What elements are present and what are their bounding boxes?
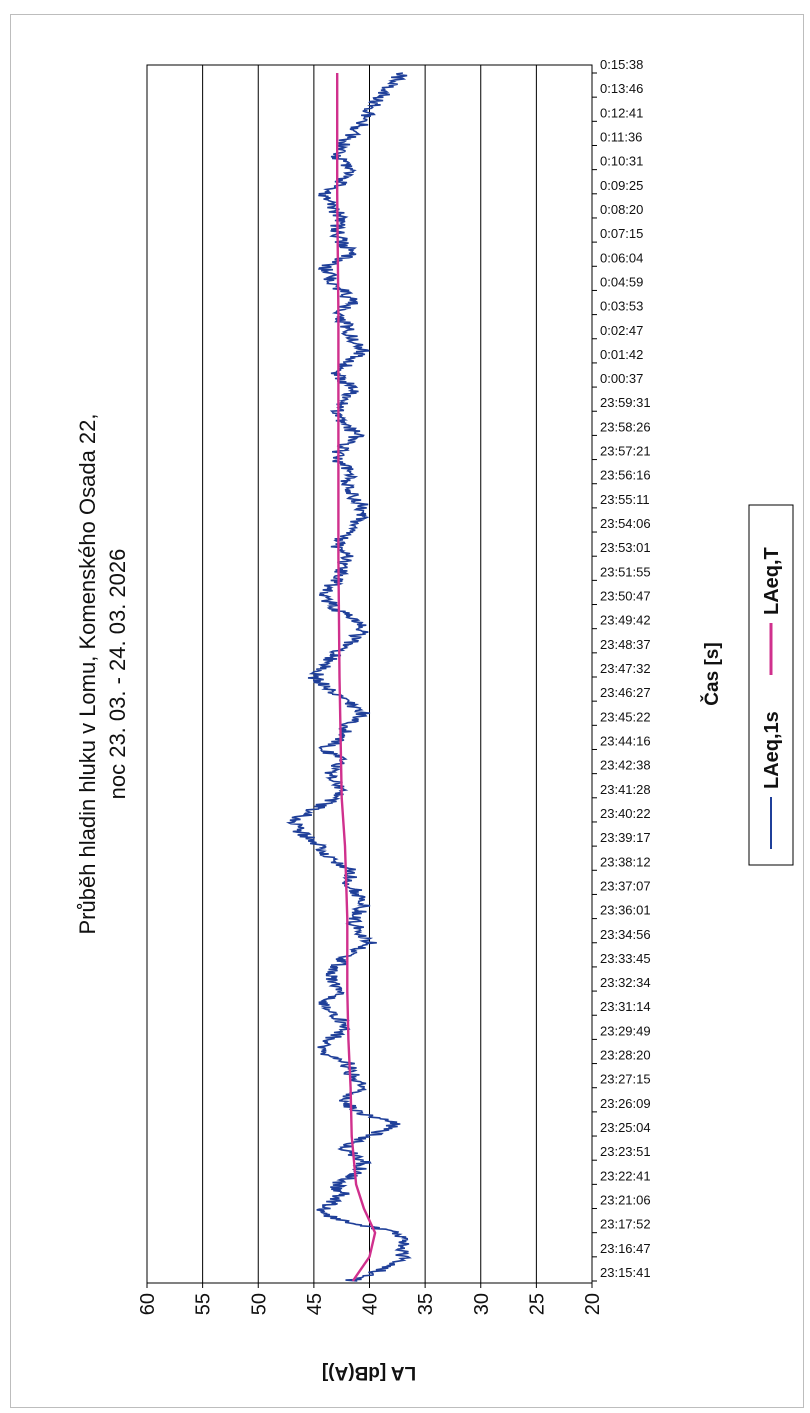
x-tick-label: 0:07:15 (600, 226, 643, 241)
y-tick-label: 25 (526, 1293, 548, 1315)
x-tick-label: 23:50:47 (600, 589, 651, 604)
x-tick-label: 23:33:45 (600, 951, 651, 966)
x-tick-label: 23:36:01 (600, 903, 651, 918)
x-tick-label: 23:16:47 (600, 1241, 651, 1256)
y-tick-label: 20 (582, 1293, 604, 1315)
y-axis-label: LA [dB(A)] (322, 1362, 416, 1383)
y-tick-label: 40 (360, 1293, 382, 1315)
x-tick-label: 23:54:06 (600, 516, 651, 531)
x-tick-label: 23:49:42 (600, 613, 651, 628)
x-tick-label: 0:15:38 (600, 57, 643, 72)
x-tick-label: 23:17:52 (600, 1217, 651, 1232)
x-tick-label: 23:46:27 (600, 685, 651, 700)
series-line-laeq-t (336, 73, 377, 1282)
x-tick-label: 23:53:01 (600, 540, 651, 555)
y-tick-label: 50 (248, 1293, 270, 1315)
x-tick-label: 23:40:22 (600, 806, 651, 821)
x-tick-label: 23:34:56 (600, 927, 651, 942)
y-tick-label: 30 (471, 1293, 493, 1315)
x-tick-label: 23:42:38 (600, 758, 651, 773)
x-tick-label: 23:15:41 (600, 1265, 651, 1280)
x-tick-label: 23:41:28 (600, 782, 651, 797)
legend-label-laeq-1s: LAeq,1s (761, 711, 783, 789)
x-tick-label: 23:57:21 (600, 444, 651, 459)
x-tick-label: 0:06:04 (600, 250, 643, 265)
x-tick-label: 0:01:42 (600, 347, 643, 362)
x-tick-label: 23:28:20 (600, 1048, 651, 1063)
x-tick-label: 23:32:34 (600, 975, 651, 990)
x-tick-label: 0:04:59 (600, 274, 643, 289)
series-line-laeq-1s (285, 72, 412, 1282)
x-tick-label: 0:09:25 (600, 178, 643, 193)
x-tick-label: 23:23:51 (600, 1144, 651, 1159)
x-tick-label: 23:44:16 (600, 733, 651, 748)
x-tick-label: 23:27:15 (600, 1072, 651, 1087)
x-tick-label: 0:11:36 (600, 129, 642, 144)
x-tick-label: 0:02:47 (600, 323, 643, 338)
x-tick-label: 23:31:14 (600, 999, 651, 1014)
x-tick-label: 23:51:55 (600, 564, 651, 579)
x-tick-label: 23:26:09 (600, 1096, 651, 1111)
x-tick-label: 23:25:04 (600, 1120, 651, 1135)
x-axis-label: Čas [s] (701, 642, 723, 705)
y-tick-label: 60 (137, 1293, 159, 1315)
legend: LAeq,1s LAeq,T (748, 504, 794, 866)
chart-title: Průběh hladin hluku v Lomu, Komenského O… (75, 414, 100, 935)
x-tick-label: 23:38:12 (600, 854, 651, 869)
chart-frame: 20 25 30 35 40 45 50 55 60 23:15:41 23:16:47 23:17… (10, 14, 804, 1408)
x-tick-label: 0:08:20 (600, 202, 643, 217)
x-tick-label: 23:56:16 (600, 468, 651, 483)
x-tick-label: 23:37:07 (600, 878, 651, 893)
x-tick-label: 0:12:41 (600, 105, 643, 120)
y-tick-label: 35 (415, 1293, 437, 1315)
y-tick-label: 55 (193, 1293, 215, 1315)
y-tick-label: 45 (304, 1293, 326, 1315)
legend-label-laeq-t: LAeq,T (761, 547, 783, 615)
x-tick-label: 23:22:41 (600, 1168, 651, 1183)
legend-box (748, 504, 794, 866)
x-tick-label: 23:58:26 (600, 419, 651, 434)
x-tick-label: 23:45:22 (600, 709, 651, 724)
chart-subtitle: noc 23. 03. - 24. 03. 2026 (105, 549, 130, 800)
x-tick-label: 23:29:49 (600, 1023, 651, 1038)
x-tick-label: 0:13:46 (600, 81, 643, 96)
x-tick-label: 23:39:17 (600, 830, 651, 845)
x-tick-label: 23:55:11 (600, 492, 650, 507)
x-tick-label: 23:47:32 (600, 661, 651, 676)
x-tick-label: 23:59:31 (600, 395, 651, 410)
x-tick-label: 23:21:06 (600, 1193, 651, 1208)
x-tick-label: 0:03:53 (600, 299, 643, 314)
noise-level-chart: 20 25 30 35 40 45 50 55 60 23:15:41 23:16:47 23:17… (75, 57, 794, 1383)
x-tick-label: 0:10:31 (600, 154, 643, 169)
x-tick-label: 0:00:37 (600, 371, 643, 386)
x-tick-label: 23:48:37 (600, 637, 651, 652)
